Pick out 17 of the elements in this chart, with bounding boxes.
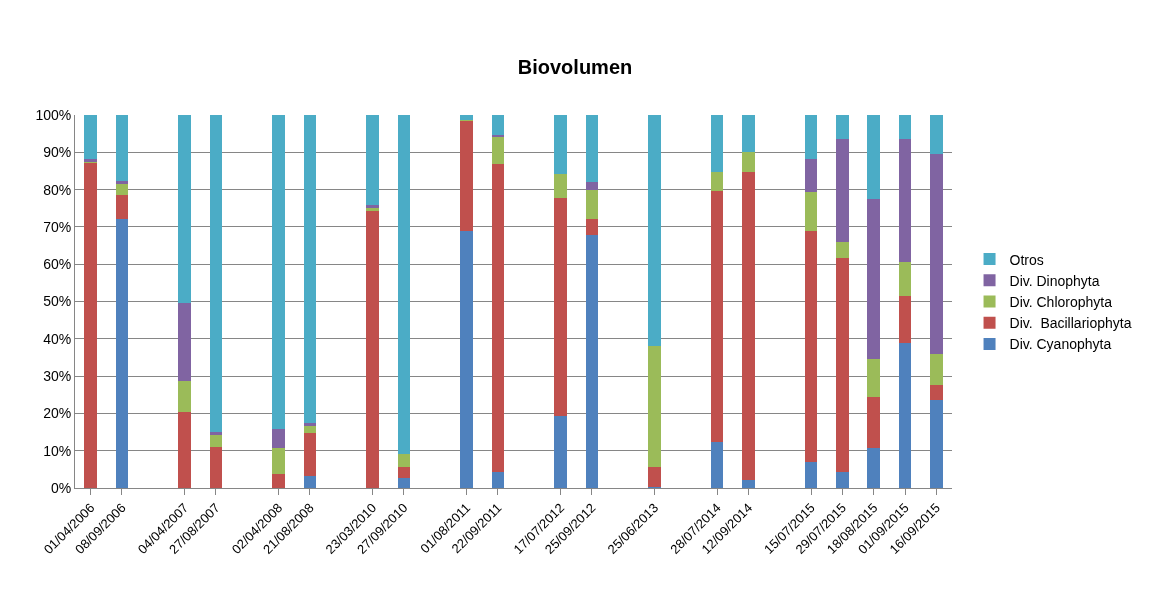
y-tick-label: 70% bbox=[43, 218, 72, 235]
legend-label: Div. Bacillariophyta bbox=[1009, 315, 1132, 332]
y-tick-label: 100% bbox=[35, 106, 72, 123]
y-tick-label: 10% bbox=[43, 442, 72, 459]
y-tick-label: 20% bbox=[43, 405, 72, 422]
y-tick-label: 0% bbox=[50, 479, 72, 496]
legend-label: Div. Chlorophyta bbox=[1009, 293, 1113, 310]
legend-label: Div. Cyanophyta bbox=[1009, 336, 1112, 353]
chart-title: Biovolumen bbox=[517, 55, 633, 78]
y-tick-label: 90% bbox=[43, 144, 72, 161]
legend-label: Otros bbox=[1009, 251, 1044, 268]
y-tick-label: 40% bbox=[43, 330, 72, 347]
y-tick-label: 30% bbox=[43, 368, 72, 384]
y-tick-label: 80% bbox=[43, 181, 72, 198]
legend-label: Div. Dinophyta bbox=[1009, 272, 1100, 289]
y-tick-label: 50% bbox=[43, 293, 72, 310]
y-tick-label: 60% bbox=[43, 256, 72, 273]
